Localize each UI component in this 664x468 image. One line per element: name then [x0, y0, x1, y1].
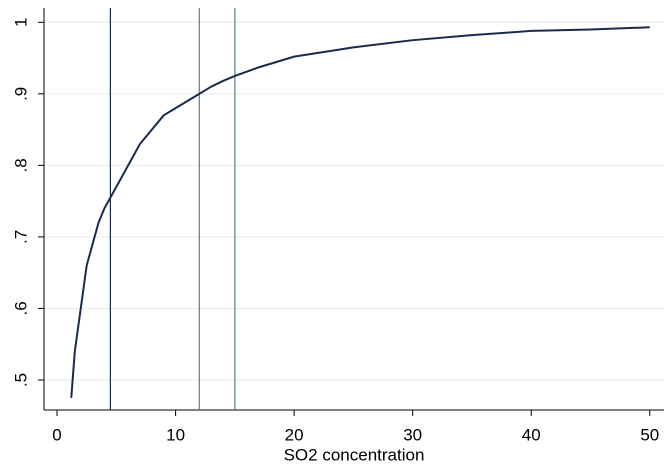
y-tick-label: .9 [11, 87, 30, 101]
x-tick-label: 40 [522, 425, 541, 444]
y-tick-label: 1 [11, 18, 30, 27]
y-tick-label: .7 [11, 230, 30, 244]
x-tick-label: 10 [166, 425, 185, 444]
x-tick-label: 30 [403, 425, 422, 444]
y-tick-label: .5 [11, 373, 30, 387]
x-tick-label: 50 [640, 425, 659, 444]
y-tick-label: .6 [11, 301, 30, 315]
y-tick-label: .8 [11, 158, 30, 172]
line [70, 26, 650, 398]
x-tick-label: 20 [285, 425, 304, 444]
x-axis-label: SO2 concentration [284, 445, 425, 464]
x-tick-label: 0 [52, 425, 61, 444]
